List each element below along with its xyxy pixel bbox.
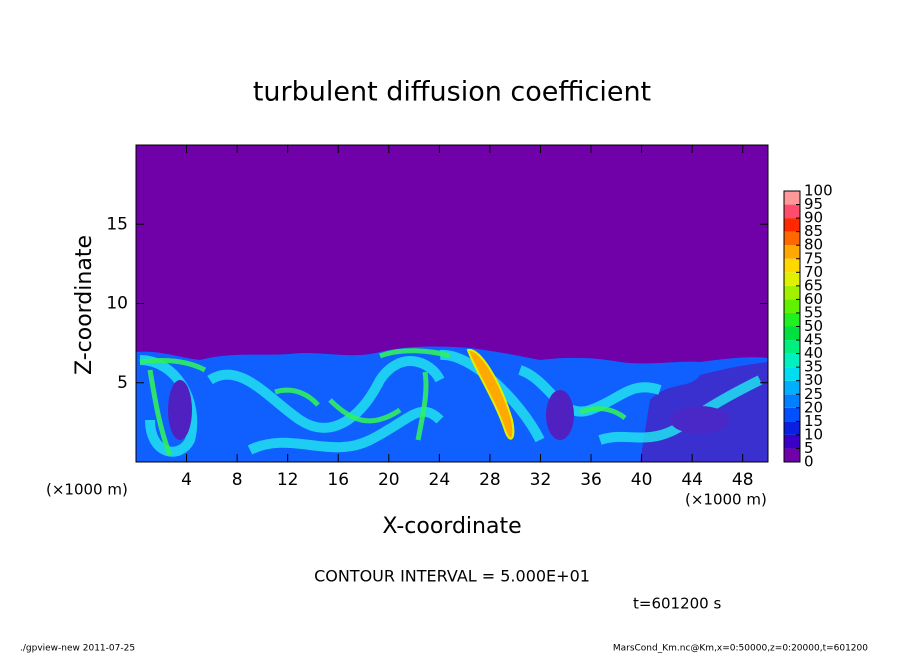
y-unit-label: (×1000 m) xyxy=(46,481,128,499)
x-tick-label: 36 xyxy=(580,470,602,490)
x-tick-label: 24 xyxy=(429,470,451,490)
colorbar-label: 95 xyxy=(804,195,823,213)
x-tick-label: 44 xyxy=(681,470,703,490)
colorbar-label: 60 xyxy=(804,290,823,308)
x-unit-label: (×1000 m) xyxy=(685,491,767,509)
y-axis-label: Z-coordinate xyxy=(72,235,97,375)
colorbar-bin xyxy=(784,380,800,395)
y-tick-label: 5 xyxy=(117,373,128,393)
field-decoration xyxy=(136,346,768,462)
colorbar-bin xyxy=(784,204,800,219)
colorbar-bin xyxy=(784,353,800,368)
x-tick-label: 48 xyxy=(732,470,754,490)
colorbar-bin xyxy=(784,434,800,449)
colorbar-label: 0 xyxy=(804,453,814,471)
colorbar-label: 10 xyxy=(804,425,823,443)
colorbar-label: 70 xyxy=(804,263,823,281)
colorbar-label: 80 xyxy=(804,236,823,254)
colorbar-bin xyxy=(784,448,800,462)
colorbar-label: 5 xyxy=(804,439,814,457)
colorbar-bin xyxy=(784,218,800,232)
colorbar-bin xyxy=(784,421,800,435)
colorbar-bin xyxy=(784,407,800,422)
time-label: t=601200 s xyxy=(633,595,721,613)
colorbar-bin xyxy=(784,285,800,300)
colorbar-bin xyxy=(784,231,800,246)
colorbar-label: 55 xyxy=(804,303,823,321)
x-tick-label: 28 xyxy=(479,470,501,490)
colorbar-bin xyxy=(784,272,800,286)
y-tick-label: 10 xyxy=(106,294,128,314)
footer-left: ./gpview-new 2011-07-25 xyxy=(20,644,135,654)
x-tick-label: 4 xyxy=(181,470,192,490)
colorbar-label: 65 xyxy=(804,276,823,294)
chart-title: turbulent diffusion coefficient xyxy=(253,77,651,108)
footer-right: MarsCond_Km.nc@Km,x=0:50000,z=0:20000,t=… xyxy=(613,644,868,654)
x-tick-label: 20 xyxy=(378,470,400,490)
colorbar-label: 40 xyxy=(804,344,823,362)
colorbar-label: 90 xyxy=(804,209,823,227)
colorbar-label: 30 xyxy=(804,371,823,389)
colorbar-bin xyxy=(784,340,800,354)
colorbar-bin xyxy=(784,258,800,273)
colorbar-label: 15 xyxy=(804,412,823,430)
contour-interval: CONTOUR INTERVAL = 5.000E+01 xyxy=(314,567,590,586)
colorbar-label: 45 xyxy=(804,331,823,349)
colorbar-bin xyxy=(784,367,800,381)
y-tick-label: 15 xyxy=(106,214,128,234)
colorbar-label: 25 xyxy=(804,385,823,403)
colorbar-bin xyxy=(784,299,800,313)
colorbar-label: 85 xyxy=(804,222,823,240)
colorbar-bin xyxy=(784,191,800,205)
colorbar-label: 35 xyxy=(804,358,823,376)
colorbar-bin xyxy=(784,394,800,408)
colorbar-bin xyxy=(784,326,800,341)
colorbar-label: 50 xyxy=(804,317,823,335)
colorbar-bin xyxy=(784,312,800,327)
x-tick-label: 32 xyxy=(530,470,552,490)
x-tick-label: 12 xyxy=(277,470,299,490)
x-tick-label: 16 xyxy=(327,470,349,490)
x-axis-label: X-coordinate xyxy=(382,514,521,539)
x-tick-label: 40 xyxy=(631,470,653,490)
colorbar-bin xyxy=(784,245,800,259)
colorbar-label: 75 xyxy=(804,249,823,267)
colorbar-label: 100 xyxy=(804,182,833,200)
colorbar-label: 20 xyxy=(804,398,823,416)
x-tick-label: 8 xyxy=(232,470,243,490)
